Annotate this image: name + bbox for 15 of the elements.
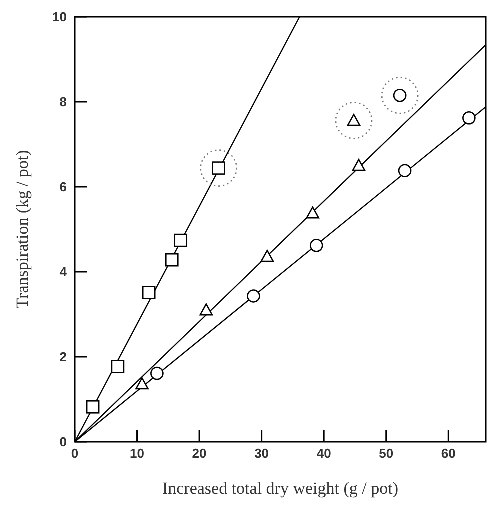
x-tick-label: 10 [130,446,145,461]
y-tick-label: 10 [52,10,67,25]
y-tick-label: 8 [60,94,67,110]
y-axis-title: Transpiration (kg / pot) [13,150,32,309]
x-tick-label: 0 [71,446,79,461]
y-tick-label: 0 [60,434,67,450]
x-tick-label: 30 [254,446,270,461]
x-tick-label: 40 [316,446,332,461]
x-tick-label: 50 [379,446,394,461]
x-axis-title: Increased total dry weight (g / pot) [162,479,399,498]
x-tick-label: 20 [192,446,207,461]
y-tick-label: 2 [60,350,67,365]
x-tick-label: 60 [441,446,456,461]
y-tick-label: 6 [60,180,67,195]
y-tick-label: 4 [60,264,68,280]
